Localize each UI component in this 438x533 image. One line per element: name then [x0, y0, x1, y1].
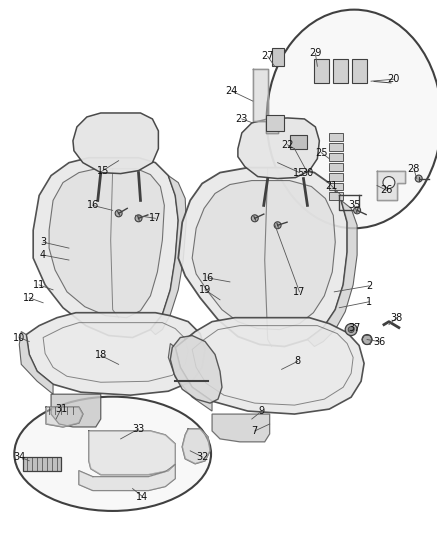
Text: 37: 37 [348, 322, 360, 333]
Circle shape [345, 324, 357, 336]
Text: 35: 35 [348, 200, 360, 211]
Circle shape [115, 210, 122, 217]
Bar [329, 173, 343, 181]
PathPatch shape [238, 118, 319, 179]
Circle shape [383, 176, 395, 189]
Text: 28: 28 [408, 164, 420, 174]
Ellipse shape [14, 397, 211, 511]
Text: 34: 34 [13, 452, 25, 462]
Ellipse shape [267, 10, 438, 228]
Circle shape [353, 207, 360, 214]
Text: 21: 21 [325, 181, 337, 190]
PathPatch shape [307, 200, 357, 346]
PathPatch shape [150, 175, 186, 335]
Polygon shape [182, 429, 210, 464]
Text: 11: 11 [33, 280, 45, 290]
PathPatch shape [170, 336, 222, 403]
Text: 22: 22 [281, 140, 294, 150]
Bar [329, 163, 343, 171]
Text: 2: 2 [366, 281, 372, 291]
Text: 4: 4 [40, 250, 46, 260]
PathPatch shape [73, 113, 159, 174]
Text: 14: 14 [136, 491, 148, 502]
Text: 17: 17 [149, 213, 162, 223]
PathPatch shape [19, 332, 53, 394]
PathPatch shape [212, 414, 270, 442]
Polygon shape [89, 431, 175, 475]
Circle shape [362, 335, 372, 344]
Polygon shape [377, 171, 405, 200]
Text: 30: 30 [301, 167, 314, 177]
Circle shape [251, 215, 258, 222]
PathPatch shape [49, 168, 164, 318]
Text: 3: 3 [40, 237, 46, 247]
Text: 23: 23 [236, 114, 248, 124]
Bar [266, 115, 283, 131]
Bar [329, 192, 343, 200]
Text: 16: 16 [202, 273, 214, 283]
Text: 15: 15 [293, 167, 306, 177]
Text: 1: 1 [366, 297, 372, 307]
FancyBboxPatch shape [314, 59, 329, 83]
FancyBboxPatch shape [333, 59, 348, 83]
Text: 19: 19 [199, 285, 211, 295]
PathPatch shape [175, 318, 364, 414]
Polygon shape [46, 407, 83, 427]
Bar [329, 182, 343, 190]
PathPatch shape [26, 313, 205, 395]
Circle shape [348, 327, 354, 333]
Bar [329, 153, 343, 160]
Text: 20: 20 [388, 74, 400, 84]
Text: 7: 7 [252, 426, 258, 436]
PathPatch shape [192, 181, 335, 329]
Bar [272, 49, 283, 66]
FancyBboxPatch shape [352, 59, 367, 83]
Text: 10: 10 [13, 333, 25, 343]
Text: 18: 18 [95, 350, 107, 360]
PathPatch shape [168, 343, 212, 411]
Text: 29: 29 [309, 49, 321, 58]
Bar [329, 143, 343, 151]
Text: 32: 32 [196, 452, 208, 462]
Text: 24: 24 [226, 86, 238, 96]
PathPatch shape [178, 168, 347, 346]
Text: 12: 12 [23, 293, 35, 303]
Circle shape [274, 222, 281, 229]
Bar [329, 133, 343, 141]
PathPatch shape [33, 158, 178, 337]
FancyBboxPatch shape [23, 457, 61, 471]
Text: 31: 31 [55, 404, 67, 414]
Text: 38: 38 [391, 313, 403, 322]
Text: 8: 8 [294, 357, 300, 366]
Bar [290, 135, 307, 149]
Text: 27: 27 [261, 51, 274, 61]
Circle shape [415, 175, 422, 182]
Text: 36: 36 [373, 336, 385, 346]
Text: 15: 15 [96, 166, 109, 175]
Text: 26: 26 [381, 185, 393, 196]
PathPatch shape [51, 394, 101, 427]
Circle shape [135, 215, 142, 222]
Text: 16: 16 [87, 200, 99, 211]
Text: 9: 9 [259, 406, 265, 416]
Text: 17: 17 [293, 287, 306, 297]
Text: 25: 25 [315, 148, 328, 158]
Polygon shape [253, 69, 278, 133]
Polygon shape [79, 465, 175, 490]
Text: 33: 33 [132, 424, 145, 434]
